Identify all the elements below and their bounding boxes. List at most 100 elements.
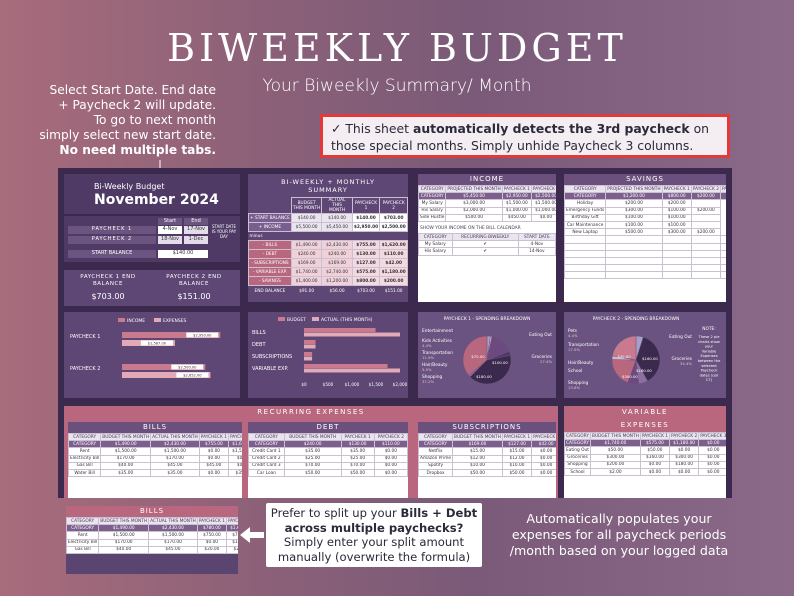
table-cell[interactable] [564, 264, 607, 273]
table-cell[interactable] [719, 242, 726, 251]
table-cell[interactable]: $2,430.00 [150, 440, 200, 449]
table-cell[interactable]: $2,740.00 [321, 267, 353, 277]
table-cell[interactable]: $0.00 [531, 447, 556, 456]
table-cell[interactable]: $170.00 [150, 454, 200, 463]
table-cell[interactable] [605, 256, 663, 266]
table-cell[interactable]: $25.00 [225, 545, 238, 554]
table-cell[interactable]: $10.00 [501, 461, 533, 470]
table-cell[interactable]: $2,430.00 [148, 524, 198, 533]
table-cell[interactable]: $50.00 [340, 468, 375, 478]
table-cell[interactable]: $200.00 [690, 192, 721, 201]
table-cell[interactable]: $240.00 [283, 440, 342, 449]
table-cell[interactable]: $575.00 [639, 439, 671, 448]
table-cell[interactable] [564, 256, 607, 266]
table-cell[interactable]: $1,490.00 [98, 524, 150, 533]
table-cell[interactable] [291, 232, 322, 241]
table-cell[interactable]: Water Bill [68, 468, 102, 478]
table-cell[interactable]: $3,000.00 [445, 199, 503, 208]
table-cell[interactable]: $200.00 [661, 199, 692, 208]
table-cell[interactable]: $0.00 [698, 460, 726, 469]
table-cell[interactable]: $100.00 [605, 213, 663, 222]
table-cell[interactable]: $130.00 [340, 440, 375, 449]
table-cell[interactable]: $0.00 [669, 467, 700, 477]
table-cell[interactable]: Emergency Funds [564, 206, 607, 215]
table-cell[interactable]: $25.00 [283, 454, 342, 463]
table-cell[interactable]: $10.00 [452, 461, 503, 470]
table-cell[interactable]: $1,180.00 [669, 439, 700, 448]
table-cell[interactable]: His Salary [418, 247, 453, 256]
start-balance-input[interactable]: $140.00 [158, 250, 208, 258]
table-cell[interactable] [719, 264, 726, 273]
table-cell[interactable]: $70.00 [283, 461, 342, 470]
table-cell[interactable]: $1,500.00 [98, 531, 150, 540]
table-cell[interactable] [690, 256, 721, 266]
table-cell[interactable]: New Laptop [564, 228, 607, 237]
table-cell[interactable]: $200.00 [379, 276, 408, 286]
table-cell[interactable]: $12.00 [501, 454, 533, 463]
table-cell[interactable]: $100.00 [661, 213, 692, 222]
table-cell[interactable]: $800.00 [661, 192, 692, 201]
table-cell[interactable]: - VARIABLE EXP. [248, 267, 292, 277]
table-cell[interactable]: $1,180.00 [379, 267, 408, 277]
table-cell[interactable]: $50.00 [590, 446, 641, 455]
table-cell[interactable]: $91.00 [299, 289, 315, 295]
table-cell[interactable]: $169.00 [452, 440, 503, 449]
table-cell[interactable]: $170.00 [148, 538, 198, 547]
table-cell[interactable]: $0.00 [227, 454, 242, 463]
table-cell[interactable]: $0.00 [639, 460, 671, 469]
table-cell[interactable]: ✔ [451, 240, 519, 249]
table-cell[interactable]: $140.00 [290, 213, 323, 223]
table-cell[interactable]: $50.00 [452, 468, 503, 478]
table-cell[interactable]: $127.00 [351, 258, 381, 268]
table-cell[interactable]: $5,450.00 [321, 222, 353, 232]
table-cell[interactable]: $1,500.00 [100, 447, 152, 456]
table-cell[interactable]: Amazon Prime [418, 454, 454, 463]
table-cell[interactable] [661, 242, 692, 251]
table-cell[interactable]: $1,500.00 [150, 447, 200, 456]
table-cell[interactable]: CATEGORY [564, 439, 591, 448]
table-cell[interactable]: $20.00 [196, 545, 227, 554]
table-cell[interactable]: Car Loan [248, 468, 285, 478]
table-cell[interactable]: CATEGORY [418, 440, 454, 449]
table-cell[interactable]: $50.00 [283, 468, 342, 478]
table-cell[interactable]: 4-Nov [517, 240, 556, 249]
table-cell[interactable]: $100.00 [661, 220, 692, 230]
table-cell[interactable]: $200.00 [590, 460, 641, 469]
table-cell[interactable]: $1,620.00 [379, 240, 408, 250]
table-cell[interactable]: Holiday [564, 199, 607, 208]
table-cell[interactable]: $45.00 [150, 461, 200, 470]
table-cell[interactable]: $755.00 [198, 440, 229, 449]
table-cell[interactable]: + START BALANCE [248, 213, 292, 223]
table-cell[interactable]: Credit Card 2 [248, 454, 285, 463]
table-cell[interactable]: Dropbox [418, 468, 454, 478]
table-cell[interactable]: + INCOME [248, 222, 292, 232]
table-cell[interactable]: Netflix [418, 447, 454, 456]
table-cell[interactable]: $0.00 [530, 213, 556, 222]
table-cell[interactable]: $180.00 [669, 460, 700, 469]
table-cell[interactable] [690, 249, 721, 258]
table-cell[interactable]: $170.00 [100, 454, 152, 463]
table-cell[interactable]: $1,490.00 [290, 240, 323, 250]
table-cell[interactable]: $0.00 [698, 467, 726, 477]
table-cell[interactable] [564, 242, 607, 251]
table-cell[interactable]: $42.00 [531, 440, 556, 449]
table-cell[interactable]: $1,500.00 [148, 531, 198, 540]
table-cell[interactable]: $35.00 [283, 447, 342, 456]
table-cell[interactable]: Gas Bill [68, 461, 102, 470]
table-cell[interactable]: $500.00 [445, 213, 503, 222]
table-cell[interactable]: $0.00 [531, 454, 556, 463]
table-cell[interactable]: $0.00 [698, 453, 726, 462]
table-cell[interactable]: Birthday Gift [564, 213, 607, 222]
table-cell[interactable]: $1,620.00 [227, 440, 242, 449]
table-cell[interactable]: $50.00 [501, 468, 533, 478]
table-cell[interactable]: $0.00 [196, 538, 227, 547]
table-cell[interactable]: $0.00 [373, 454, 408, 463]
table-cell[interactable]: $35.00 [340, 447, 375, 456]
table-cell[interactable]: $169.00 [321, 258, 353, 268]
table-cell[interactable]: Rent [66, 531, 100, 540]
table-cell[interactable]: $200.00 [690, 206, 721, 215]
table-cell[interactable]: Electricity Bill [68, 454, 102, 463]
table-cell[interactable]: $240.00 [290, 249, 323, 259]
table-cell[interactable]: - DEBT [248, 249, 292, 259]
table-cell[interactable]: - SUBSCRIPTIONS [248, 258, 292, 268]
